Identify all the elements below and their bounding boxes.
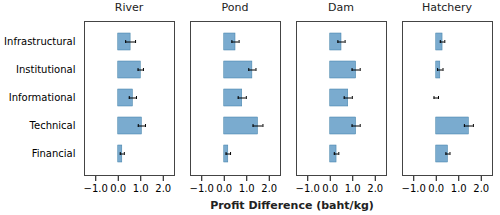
svg-text:Institutional: Institutional <box>16 64 76 75</box>
svg-text:1.0: 1.0 <box>451 183 467 194</box>
svg-text:2.0: 2.0 <box>261 183 277 194</box>
svg-text:0.0: 0.0 <box>110 183 126 194</box>
svg-text:2.0: 2.0 <box>155 183 171 194</box>
html-text:Profit Difference (baht/kg): Profit Difference (baht/kg) <box>210 199 374 212</box>
svg-text:−1.0: −1.0 <box>296 183 320 194</box>
svg-text:Informational: Informational <box>9 92 76 103</box>
svg-text:0.0: 0.0 <box>322 183 338 194</box>
svg-text:1.0: 1.0 <box>239 183 255 194</box>
html-text:River: River <box>114 1 144 14</box>
svg-text:0.0: 0.0 <box>428 183 444 194</box>
svg-text:2.0: 2.0 <box>473 183 489 194</box>
svg-text:−1.0: −1.0 <box>402 183 426 194</box>
svg-text:0.0: 0.0 <box>216 183 232 194</box>
html-text:Pond: Pond <box>221 1 249 14</box>
svg-text:Technical: Technical <box>29 120 76 131</box>
svg-text:−1.0: −1.0 <box>84 183 108 194</box>
svg-text:Financial: Financial <box>32 148 76 159</box>
html-text:Dam: Dam <box>328 1 354 14</box>
html-text:Hatchery: Hatchery <box>421 1 473 14</box>
svg-text:1.0: 1.0 <box>133 183 149 194</box>
svg-text:1.0: 1.0 <box>345 183 361 194</box>
svg-text:Infrastructural: Infrastructural <box>4 36 75 47</box>
svg-text:−1.0: −1.0 <box>190 183 214 194</box>
svg-text:2.0: 2.0 <box>367 183 383 194</box>
